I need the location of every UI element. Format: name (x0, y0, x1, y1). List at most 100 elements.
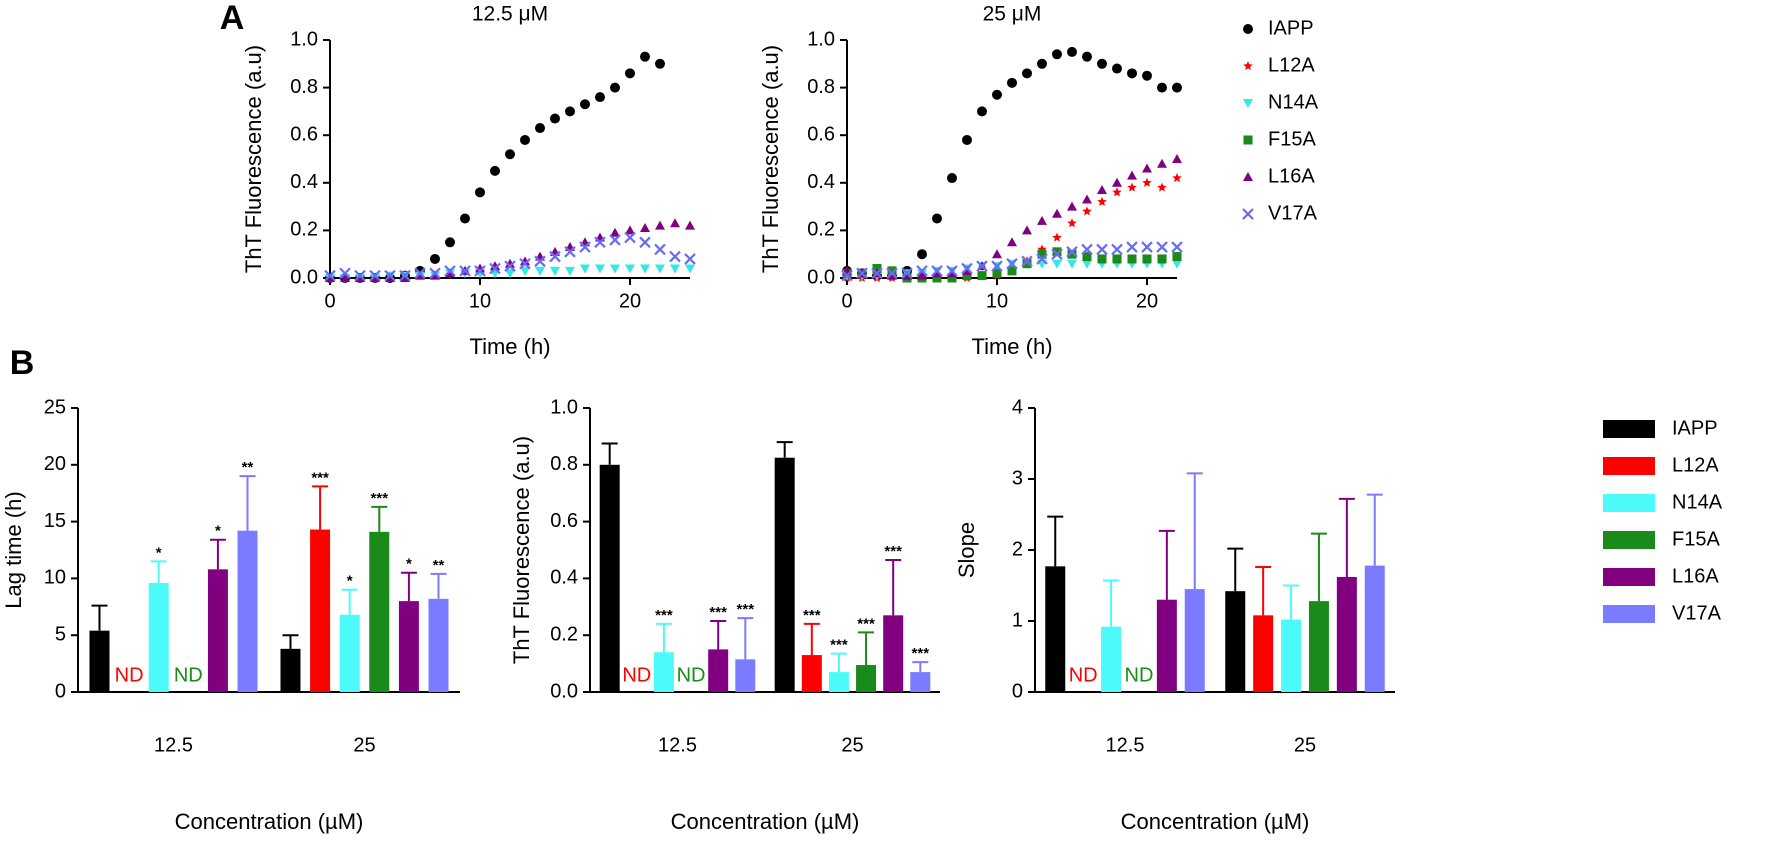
marker (520, 266, 530, 276)
marker (916, 265, 928, 277)
marker (565, 106, 575, 117)
marker (1097, 254, 1107, 264)
marker (1067, 46, 1077, 57)
error-bar (601, 442, 618, 465)
marker (1052, 232, 1062, 242)
marker (1172, 252, 1182, 262)
legend-swatch (1603, 605, 1655, 623)
marker (370, 273, 380, 282)
marker (1022, 68, 1032, 79)
marker (1126, 241, 1138, 253)
bar (1336, 576, 1357, 692)
legend-label: L16A (1672, 565, 1719, 587)
x-axis-label: Concentration (µM) (1121, 809, 1310, 834)
marker (1022, 225, 1032, 235)
error-bar (776, 441, 793, 458)
error-bar (239, 475, 256, 531)
y-tick-label: 4 (1012, 396, 1023, 418)
marker (1127, 254, 1137, 264)
marker (976, 260, 988, 272)
y-axis-label: ThT Fluorescence (a.u) (509, 436, 534, 664)
y-tick-label: 0 (1012, 680, 1023, 702)
marker (1097, 196, 1107, 206)
marker (1141, 241, 1153, 253)
error-bar (1103, 579, 1120, 627)
marker (520, 256, 530, 266)
marker (670, 264, 680, 274)
value-label: ND (115, 664, 144, 686)
marker (684, 253, 696, 265)
marker (1112, 187, 1122, 197)
marker (991, 260, 1003, 272)
y-tick-label: 1.0 (550, 396, 578, 418)
marker (505, 258, 515, 268)
marker (1082, 252, 1092, 262)
marker (1097, 58, 1107, 69)
value-label: * (156, 544, 162, 561)
y-tick-label: 0.2 (807, 219, 835, 241)
marker (595, 264, 605, 274)
panel-label: A (220, 0, 245, 37)
marker (932, 268, 942, 278)
bar (910, 672, 931, 692)
error-bar (885, 558, 902, 616)
marker (1142, 163, 1152, 173)
bar (369, 531, 390, 692)
y-tick-label: 1.0 (807, 28, 835, 50)
error-bar (430, 572, 447, 599)
marker (549, 250, 561, 263)
marker (1082, 259, 1092, 269)
marker (1007, 237, 1017, 247)
marker (1082, 51, 1092, 62)
marker (1157, 254, 1167, 264)
marker (325, 273, 335, 282)
marker (610, 264, 620, 274)
bar (828, 672, 849, 692)
error-bar (1227, 547, 1244, 592)
legend-label: L16A (1268, 165, 1315, 187)
bar (428, 598, 449, 692)
marker (977, 271, 987, 281)
marker (1142, 177, 1152, 187)
marker (640, 264, 650, 274)
marker (1007, 266, 1017, 276)
bar (1253, 615, 1274, 692)
marker (1082, 206, 1092, 216)
y-axis-label: Lag time (h) (1, 491, 26, 608)
y-tick-label: 0.6 (550, 510, 578, 532)
y-tick-label: 0.0 (807, 266, 835, 288)
marker (609, 234, 621, 246)
marker (992, 249, 1002, 259)
bar (708, 649, 729, 692)
marker (902, 270, 912, 280)
marker (610, 82, 620, 93)
marker (655, 220, 665, 230)
y-tick-label: 0.4 (290, 171, 318, 193)
marker (1096, 243, 1108, 256)
marker (1082, 194, 1092, 204)
panel-label: B (10, 344, 35, 382)
x-tick-label: 10 (469, 290, 491, 312)
marker (414, 267, 426, 280)
marker (932, 273, 942, 283)
marker (504, 260, 516, 272)
legend-swatch (1603, 494, 1655, 512)
marker (625, 264, 635, 274)
marker (505, 149, 515, 160)
legend-marker (1243, 172, 1253, 181)
bar (207, 569, 228, 692)
legend-label: IAPP (1672, 417, 1718, 439)
error-bar (1338, 497, 1355, 577)
value-label: *** (803, 607, 821, 624)
marker (520, 134, 530, 145)
y-tick-label: 1.0 (290, 28, 318, 50)
legend-label: V17A (1672, 602, 1722, 624)
error-bar (1255, 566, 1272, 616)
y-tick-label: 0 (55, 680, 66, 702)
legend-swatch (1603, 531, 1655, 549)
x-tick-label: 0 (841, 290, 852, 312)
x-tick-label: 25 (1294, 734, 1316, 756)
error-bar (400, 571, 417, 602)
marker (594, 236, 606, 249)
